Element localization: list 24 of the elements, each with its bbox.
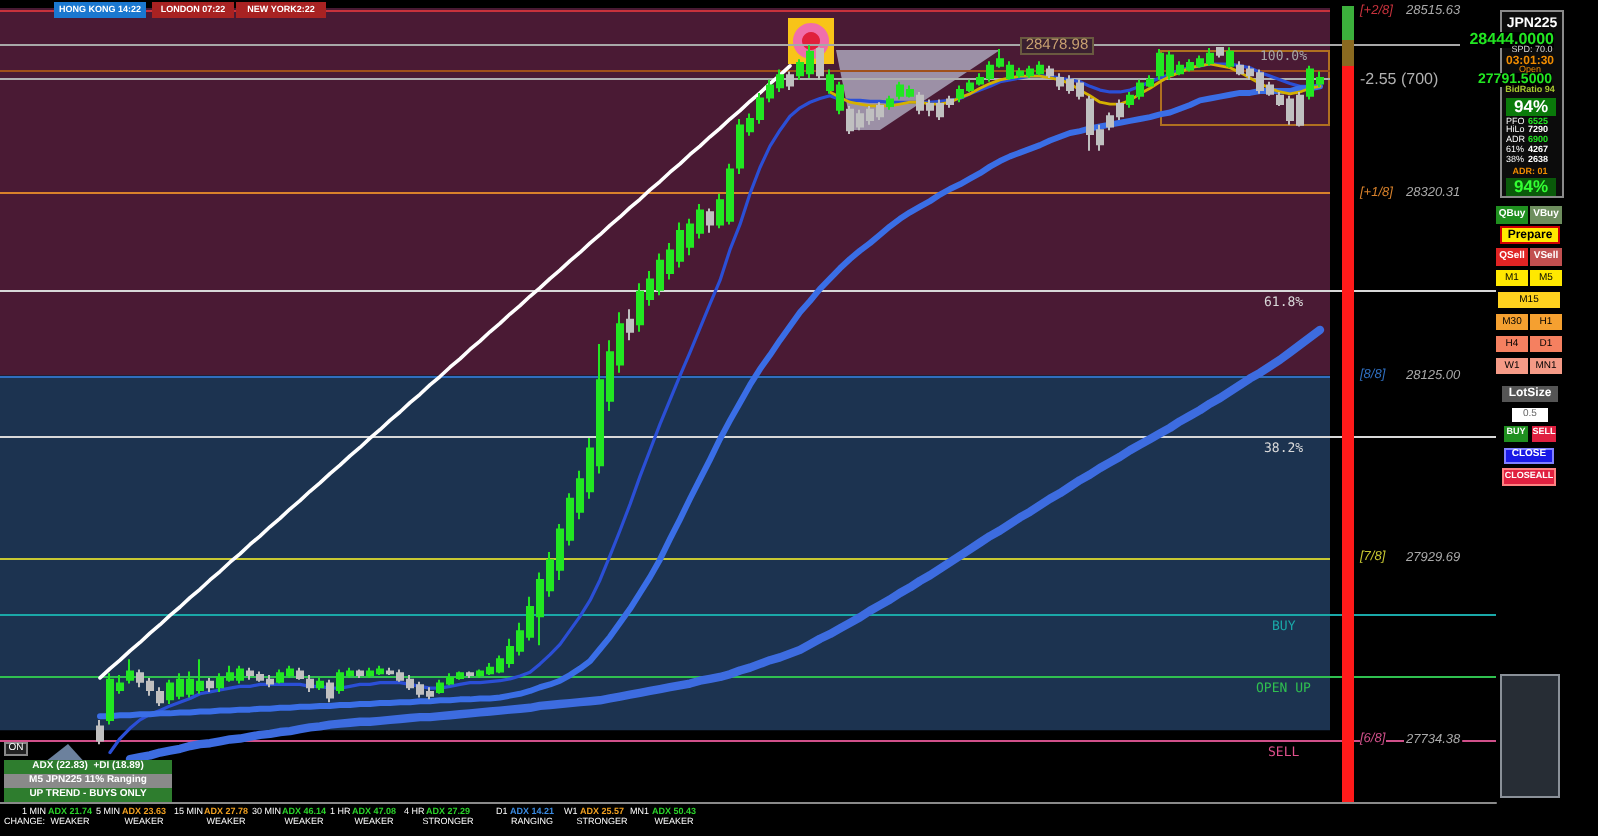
candlestick — [126, 658, 134, 685]
text: 94% — [1506, 176, 1556, 196]
candlestick — [356, 668, 364, 679]
line-series — [828, 62, 1322, 108]
text: 94% — [1506, 95, 1556, 116]
candlestick — [706, 207, 714, 234]
candlestick — [1226, 46, 1234, 69]
candlestick — [306, 674, 314, 693]
candlestick — [96, 718, 104, 746]
line-series — [125, 325, 1325, 764]
candlestick — [1216, 46, 1224, 59]
candlestick — [886, 94, 894, 111]
candlestick — [626, 308, 634, 342]
text: 28444.0000 — [1469, 29, 1554, 47]
candlestick — [466, 670, 474, 679]
candlestick — [296, 666, 304, 681]
candlestick — [786, 70, 794, 92]
candlestick — [156, 686, 164, 707]
candlestick — [816, 46, 824, 81]
candlestick — [316, 676, 324, 692]
candlestick — [326, 678, 334, 704]
candlestick — [206, 676, 214, 693]
candlestick — [1046, 64, 1054, 79]
text: -2.55 (700) — [1360, 70, 1439, 88]
